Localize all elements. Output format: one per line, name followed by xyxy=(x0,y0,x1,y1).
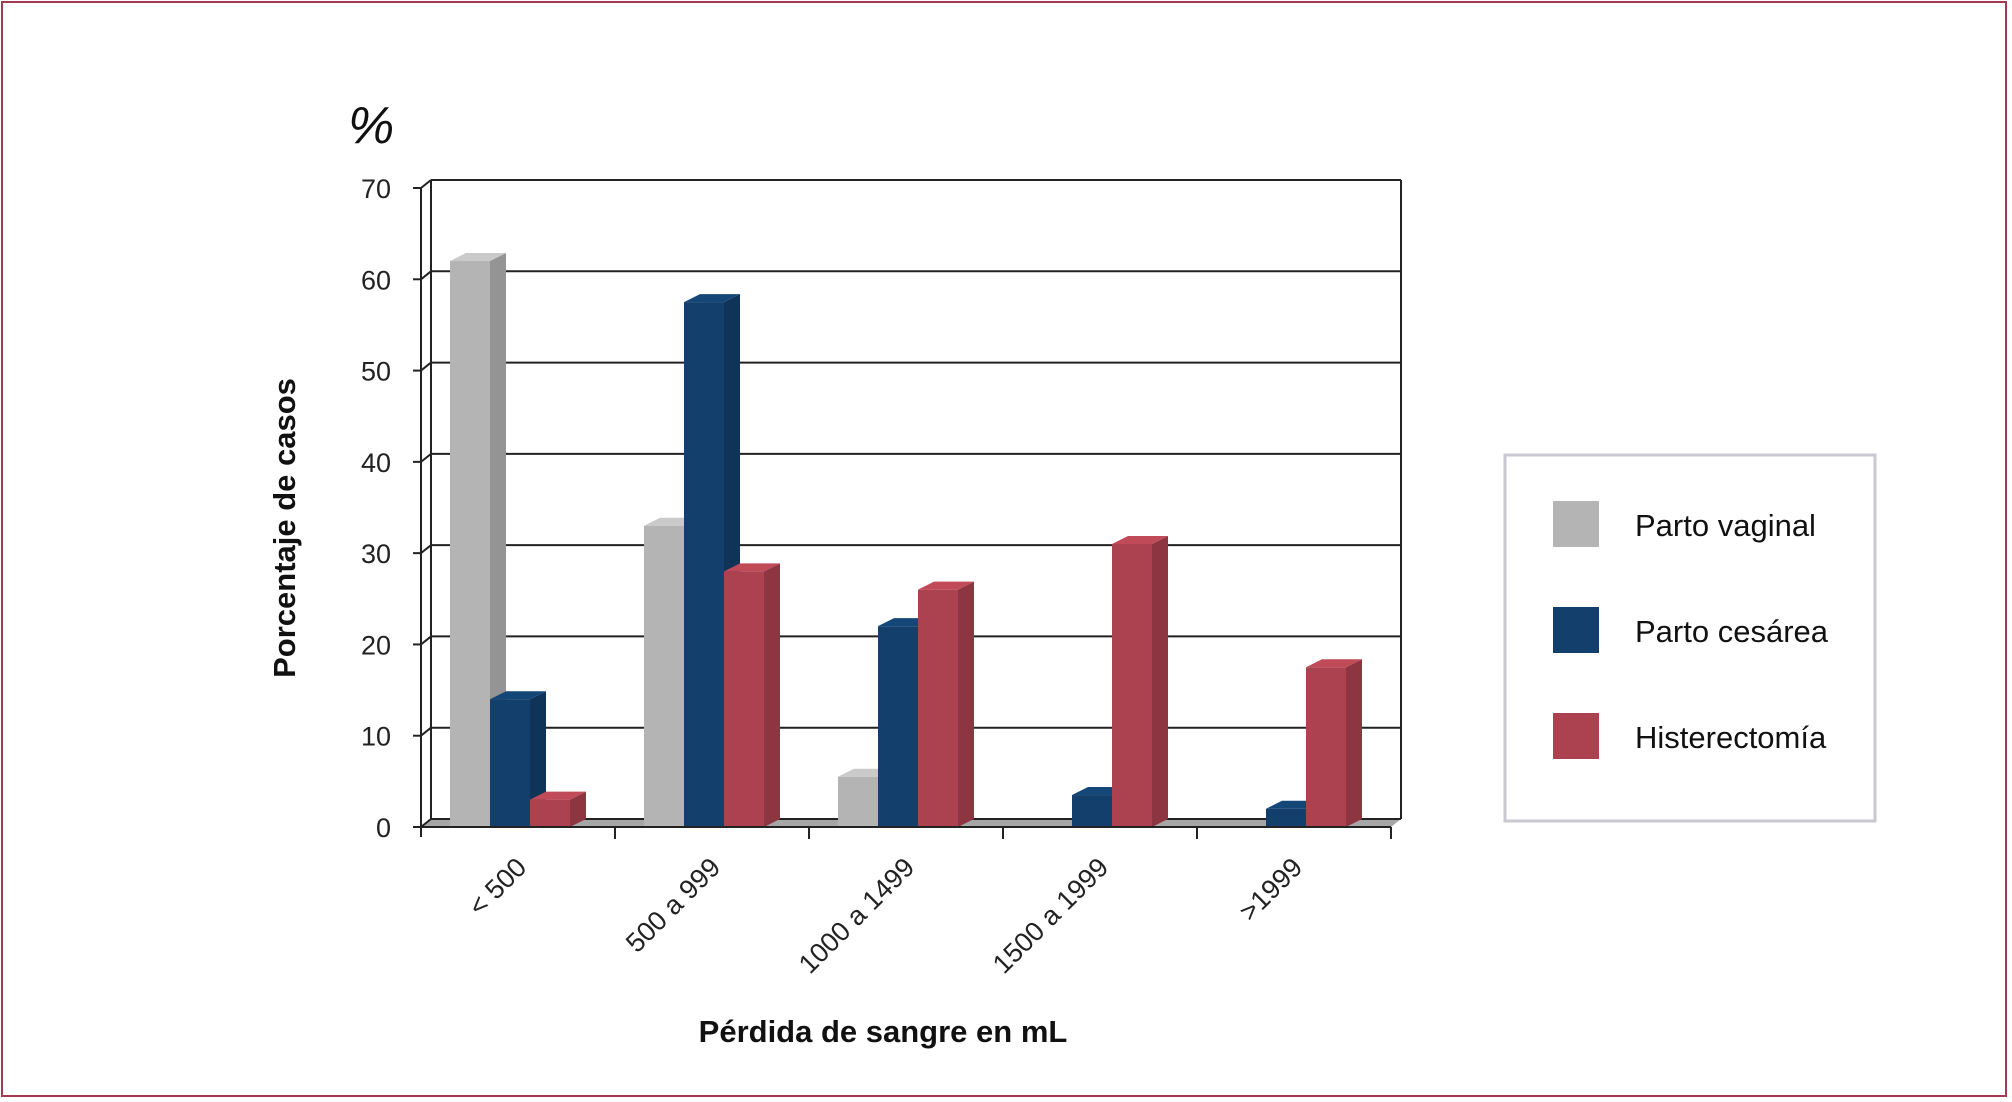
bar-side xyxy=(570,791,586,827)
bar xyxy=(490,699,530,827)
bar xyxy=(918,589,958,827)
x-tick-label: 1500 a 1999 xyxy=(987,852,1114,979)
bar-chart: 0 10 20 30 40 50 60 70 < 500 500 a 999 1000 a 1499… xyxy=(267,97,1877,1049)
legend: Parto vaginal Parto cesárea Histerectomía xyxy=(1503,453,1877,823)
legend-swatch xyxy=(1553,607,1599,653)
legend-label: Histerectomía xyxy=(1635,720,1827,755)
gridline-depth xyxy=(420,361,432,372)
bar-top xyxy=(1112,536,1168,545)
unit-label: % xyxy=(348,97,394,155)
y-tick-label: 0 xyxy=(376,813,391,843)
bar-side xyxy=(490,253,506,827)
bar xyxy=(878,626,918,827)
bar xyxy=(1072,795,1112,827)
bar xyxy=(530,799,570,827)
y-tick-label: 60 xyxy=(361,265,391,295)
bar xyxy=(684,302,724,827)
bar-side xyxy=(1346,659,1362,827)
bar-side xyxy=(1152,536,1168,827)
bar xyxy=(450,261,490,827)
gridline-depth xyxy=(420,453,432,463)
y-tick-label: 10 xyxy=(361,722,391,752)
x-tick-label: >1999 xyxy=(1233,852,1308,927)
legend-swatch xyxy=(1553,501,1599,547)
y-tick-label: 30 xyxy=(361,539,391,569)
gridline-depth xyxy=(420,635,432,646)
bar-side xyxy=(958,581,974,827)
y-tick-label: 70 xyxy=(361,174,391,204)
bar xyxy=(1266,808,1306,827)
chart-bars xyxy=(450,253,1362,827)
bar-side xyxy=(764,563,780,827)
x-axis-title: Pérdida de sangre en mL xyxy=(699,1014,1068,1049)
x-tick-label: 500 a 999 xyxy=(620,852,726,958)
y-tick-label: 40 xyxy=(361,448,391,478)
gridline-depth xyxy=(420,818,432,828)
bar-top xyxy=(724,563,780,572)
gridline-depth xyxy=(420,726,432,737)
legend-label: Parto vaginal xyxy=(1635,508,1816,543)
x-tick-label: < 500 xyxy=(463,852,533,922)
legend-label: Parto cesárea xyxy=(1635,614,1829,649)
bar-top xyxy=(530,791,586,800)
chart-axes: 0 10 20 30 40 50 60 70 < 500 500 a 999 1000 a 1499… xyxy=(361,174,1392,979)
bar xyxy=(838,776,878,827)
bar-top xyxy=(918,581,974,590)
gridline-depth xyxy=(420,179,432,189)
y-tick-label: 20 xyxy=(361,630,391,660)
bar-top xyxy=(450,253,506,262)
bar-top xyxy=(684,294,740,303)
bar xyxy=(644,525,684,827)
gridline-depth xyxy=(420,544,432,554)
bar xyxy=(1112,544,1152,827)
bar xyxy=(724,571,764,827)
y-tick-label: 50 xyxy=(361,357,391,387)
y-axis-title: Porcentaje de casos xyxy=(267,378,302,678)
legend-swatch xyxy=(1553,713,1599,759)
x-tick-label: 1000 a 1499 xyxy=(793,852,920,979)
bar-top xyxy=(1306,659,1362,668)
bar xyxy=(1306,667,1346,827)
bar-side xyxy=(530,691,546,827)
gridline-depth xyxy=(420,270,432,281)
bar-top xyxy=(490,691,546,700)
